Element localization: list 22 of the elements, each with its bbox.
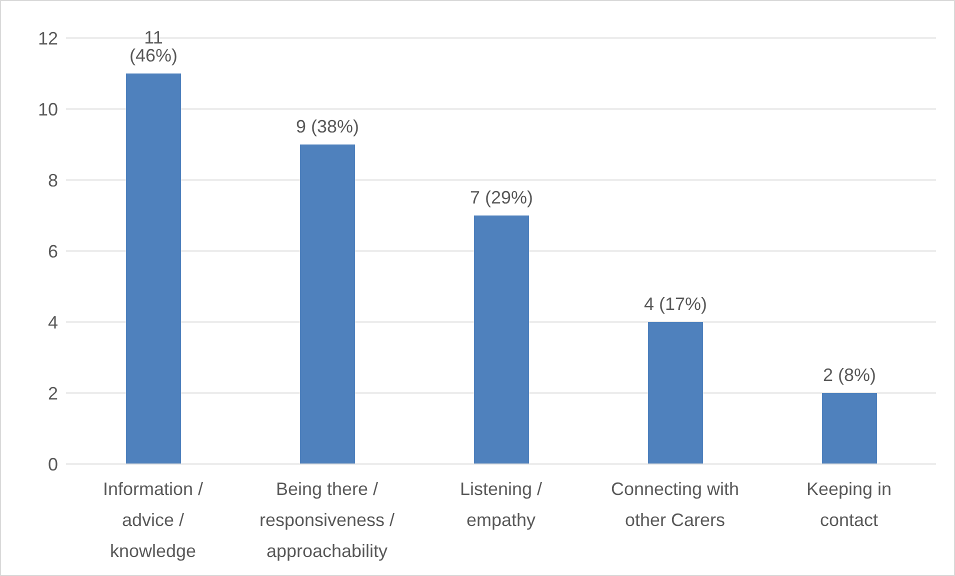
x-tick-label: Being there / responsiveness / approachability — [259, 479, 395, 561]
x-tick-label: Connecting with other Carers — [610, 479, 740, 530]
bar — [126, 74, 181, 464]
y-tick-label: 2 — [48, 383, 58, 404]
data-label: 7 (29%) — [470, 188, 534, 208]
data-label: 9 (38%) — [296, 116, 360, 136]
bar — [648, 322, 703, 464]
y-tick-label: 0 — [48, 454, 58, 474]
data-label: 2 (8%) — [822, 365, 876, 385]
x-tick-label: Listening / empathy — [460, 479, 542, 530]
y-tick-label: 6 — [48, 241, 58, 262]
bar — [474, 216, 529, 464]
x-tick-label: Keeping in contact — [806, 479, 892, 530]
data-label: 4 (17%) — [644, 294, 708, 314]
y-tick-label: 8 — [48, 170, 58, 190]
bar — [300, 144, 355, 464]
y-tick-label: 12 — [38, 28, 58, 48]
data-label: 11 (46%) — [129, 28, 178, 66]
bar — [822, 393, 877, 464]
y-tick-label: 10 — [38, 99, 58, 120]
x-tick-label: Information / advice / knowledge — [102, 479, 204, 561]
y-tick-label: 4 — [48, 312, 58, 332]
